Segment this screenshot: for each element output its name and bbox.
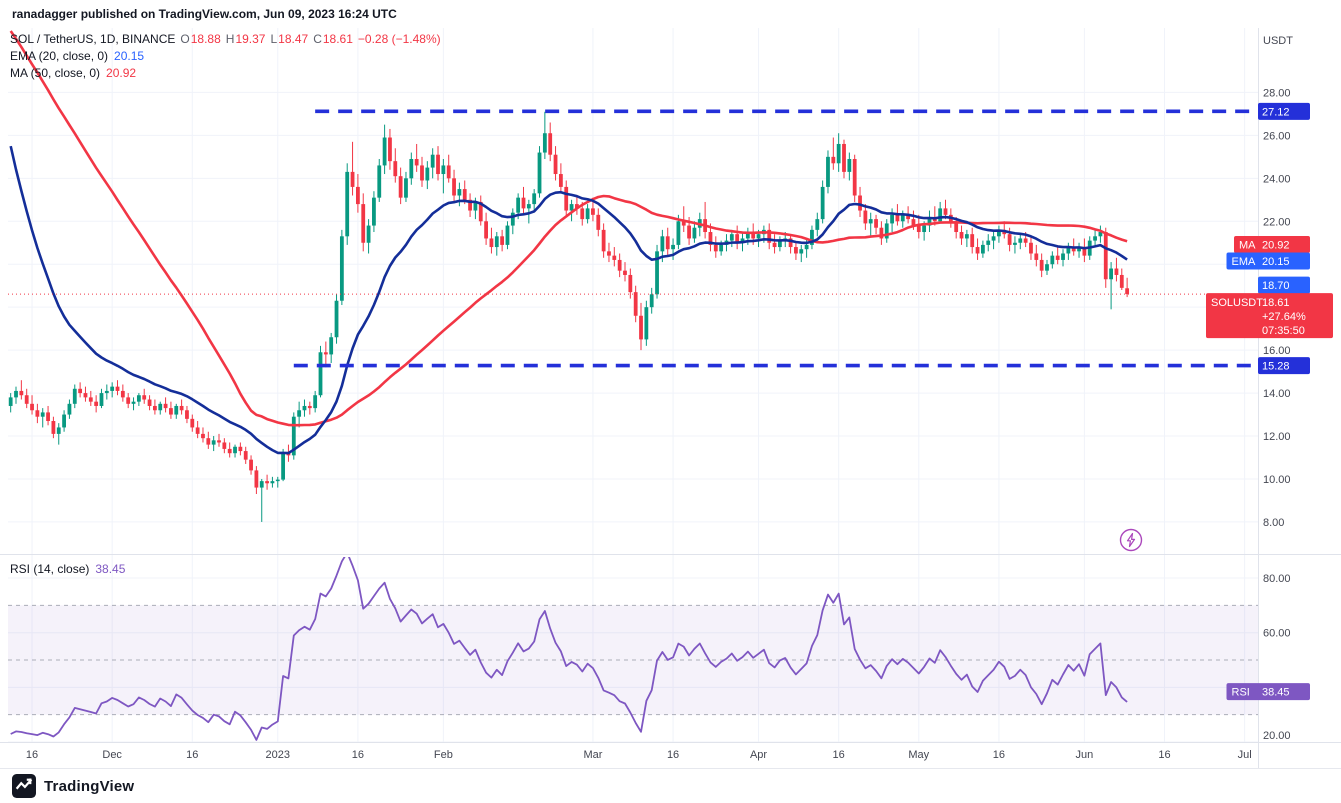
change-value: −0.28 (−1.48%) xyxy=(357,32,441,46)
ema-label: EMA (20, close, 0) xyxy=(10,49,109,63)
svg-text:16: 16 xyxy=(352,749,364,761)
ma50-line xyxy=(9,30,1128,427)
footer-bar: TradingView xyxy=(0,768,1341,803)
tradingview-logo-icon xyxy=(12,774,36,798)
axis-badge xyxy=(1226,683,1310,701)
svg-text:07:35:50: 07:35:50 xyxy=(1262,325,1305,337)
svg-text:15.28: 15.28 xyxy=(1262,361,1290,373)
svg-text:SOLUSDT: SOLUSDT xyxy=(1211,297,1263,309)
svg-text:16: 16 xyxy=(186,749,198,761)
svg-text:Dec: Dec xyxy=(102,749,122,761)
tradingview-brand-link[interactable]: TradingView xyxy=(12,774,134,798)
axis-badge xyxy=(1226,252,1310,270)
symbol-legend-row[interactable]: SOL / TetherUS, 1D, BINANCE O18.88 H19.37 L… xyxy=(10,31,441,48)
time-axis[interactable]: 16 Dec 16 2023 16 Feb Mar 16 Apr 16 May 16 Jun 16 Jul xyxy=(26,749,1252,761)
symbol-title: SOL / TetherUS, 1D, BINANCE xyxy=(10,32,176,46)
svg-text:2023: 2023 xyxy=(266,749,290,761)
svg-text:26.00: 26.00 xyxy=(1263,130,1291,142)
svg-text:20.00: 20.00 xyxy=(1263,730,1291,742)
open-label: O xyxy=(180,32,190,46)
brand-name: TradingView xyxy=(44,777,135,795)
svg-text:Mar: Mar xyxy=(583,749,602,761)
svg-text:Feb: Feb xyxy=(434,749,453,761)
svg-text:38.45: 38.45 xyxy=(1262,687,1290,699)
axis-badge xyxy=(1234,235,1310,253)
low-label: L xyxy=(270,32,278,46)
ma-legend-row[interactable]: MA (50, close, 0) 20.92 xyxy=(10,65,441,82)
close-value: 18.61 xyxy=(322,32,353,46)
last-price-badge xyxy=(1206,293,1333,339)
ohlc-values: O18.88 H19.37 L18.47 C18.61 −0.28 (−1.48%) xyxy=(175,32,440,46)
price-badges: 27.12 MA 20.92 EMA 20.15 18.70 15.28 RSI 38.45 SO… xyxy=(1206,102,1333,701)
svg-text:RSI: RSI xyxy=(1232,687,1250,699)
svg-text:16.00: 16.00 xyxy=(1263,345,1291,357)
close-label: C xyxy=(313,32,322,46)
low-value: 18.47 xyxy=(278,32,309,46)
axis-badge xyxy=(1258,357,1310,375)
svg-text:8.00: 8.00 xyxy=(1263,517,1284,529)
lightning-icon[interactable] xyxy=(1119,528,1143,552)
svg-text:USDT: USDT xyxy=(1263,35,1293,47)
high-value: 19.37 xyxy=(235,32,266,46)
svg-text:+27.64%: +27.64% xyxy=(1262,311,1306,323)
rsi-band xyxy=(8,604,1258,716)
svg-text:24.00: 24.00 xyxy=(1263,173,1291,185)
axis-badge xyxy=(1258,102,1310,120)
price-axis[interactable]: USDT28.0026.0024.0022.0020.0018.0016.001… xyxy=(1263,35,1293,742)
axis-badge xyxy=(1258,276,1310,294)
svg-text:Jul: Jul xyxy=(1238,749,1252,761)
svg-text:18.61: 18.61 xyxy=(1262,297,1290,309)
svg-text:MA: MA xyxy=(1239,239,1256,251)
svg-text:27.12: 27.12 xyxy=(1262,106,1290,118)
rsi-value: 38.45 xyxy=(95,562,126,576)
svg-text:16: 16 xyxy=(993,749,1005,761)
svg-text:EMA: EMA xyxy=(1232,256,1257,268)
open-value: 18.88 xyxy=(190,32,221,46)
svg-text:16: 16 xyxy=(667,749,679,761)
svg-text:Apr: Apr xyxy=(750,749,767,761)
ema20-line xyxy=(9,145,1128,455)
svg-text:20.92: 20.92 xyxy=(1262,239,1290,251)
publish-info: ranadagger published on TradingView.com,… xyxy=(12,7,397,21)
svg-text:20.15: 20.15 xyxy=(1262,256,1290,268)
svg-text:80.00: 80.00 xyxy=(1263,573,1291,585)
rsi-label: RSI (14, close) xyxy=(10,562,90,576)
svg-text:16: 16 xyxy=(833,749,845,761)
ma-label: MA (50, close, 0) xyxy=(10,66,101,80)
ema-legend-row[interactable]: EMA (20, close, 0) 20.15 xyxy=(10,48,441,65)
rsi-line xyxy=(10,557,1128,741)
svg-text:18.70: 18.70 xyxy=(1262,280,1290,292)
svg-text:16: 16 xyxy=(26,749,38,761)
svg-text:10.00: 10.00 xyxy=(1263,474,1291,486)
svg-text:60.00: 60.00 xyxy=(1263,628,1291,640)
svg-text:28.00: 28.00 xyxy=(1263,87,1291,99)
svg-text:May: May xyxy=(908,749,929,761)
svg-text:12.00: 12.00 xyxy=(1263,431,1291,443)
high-label: H xyxy=(225,32,235,46)
main-legend: SOL / TetherUS, 1D, BINANCE O18.88 H19.37 L… xyxy=(10,31,441,82)
header-bar: ranadagger published on TradingView.com,… xyxy=(0,0,1341,28)
ma-value: 20.92 xyxy=(106,66,137,80)
candles[interactable] xyxy=(8,111,1130,522)
svg-text:16: 16 xyxy=(1158,749,1170,761)
ema-value: 20.15 xyxy=(114,49,145,63)
svg-text:Jun: Jun xyxy=(1076,749,1094,761)
svg-text:14.00: 14.00 xyxy=(1263,388,1291,400)
svg-text:22.00: 22.00 xyxy=(1263,216,1291,228)
rsi-legend[interactable]: RSI (14, close) 38.45 xyxy=(10,561,125,578)
